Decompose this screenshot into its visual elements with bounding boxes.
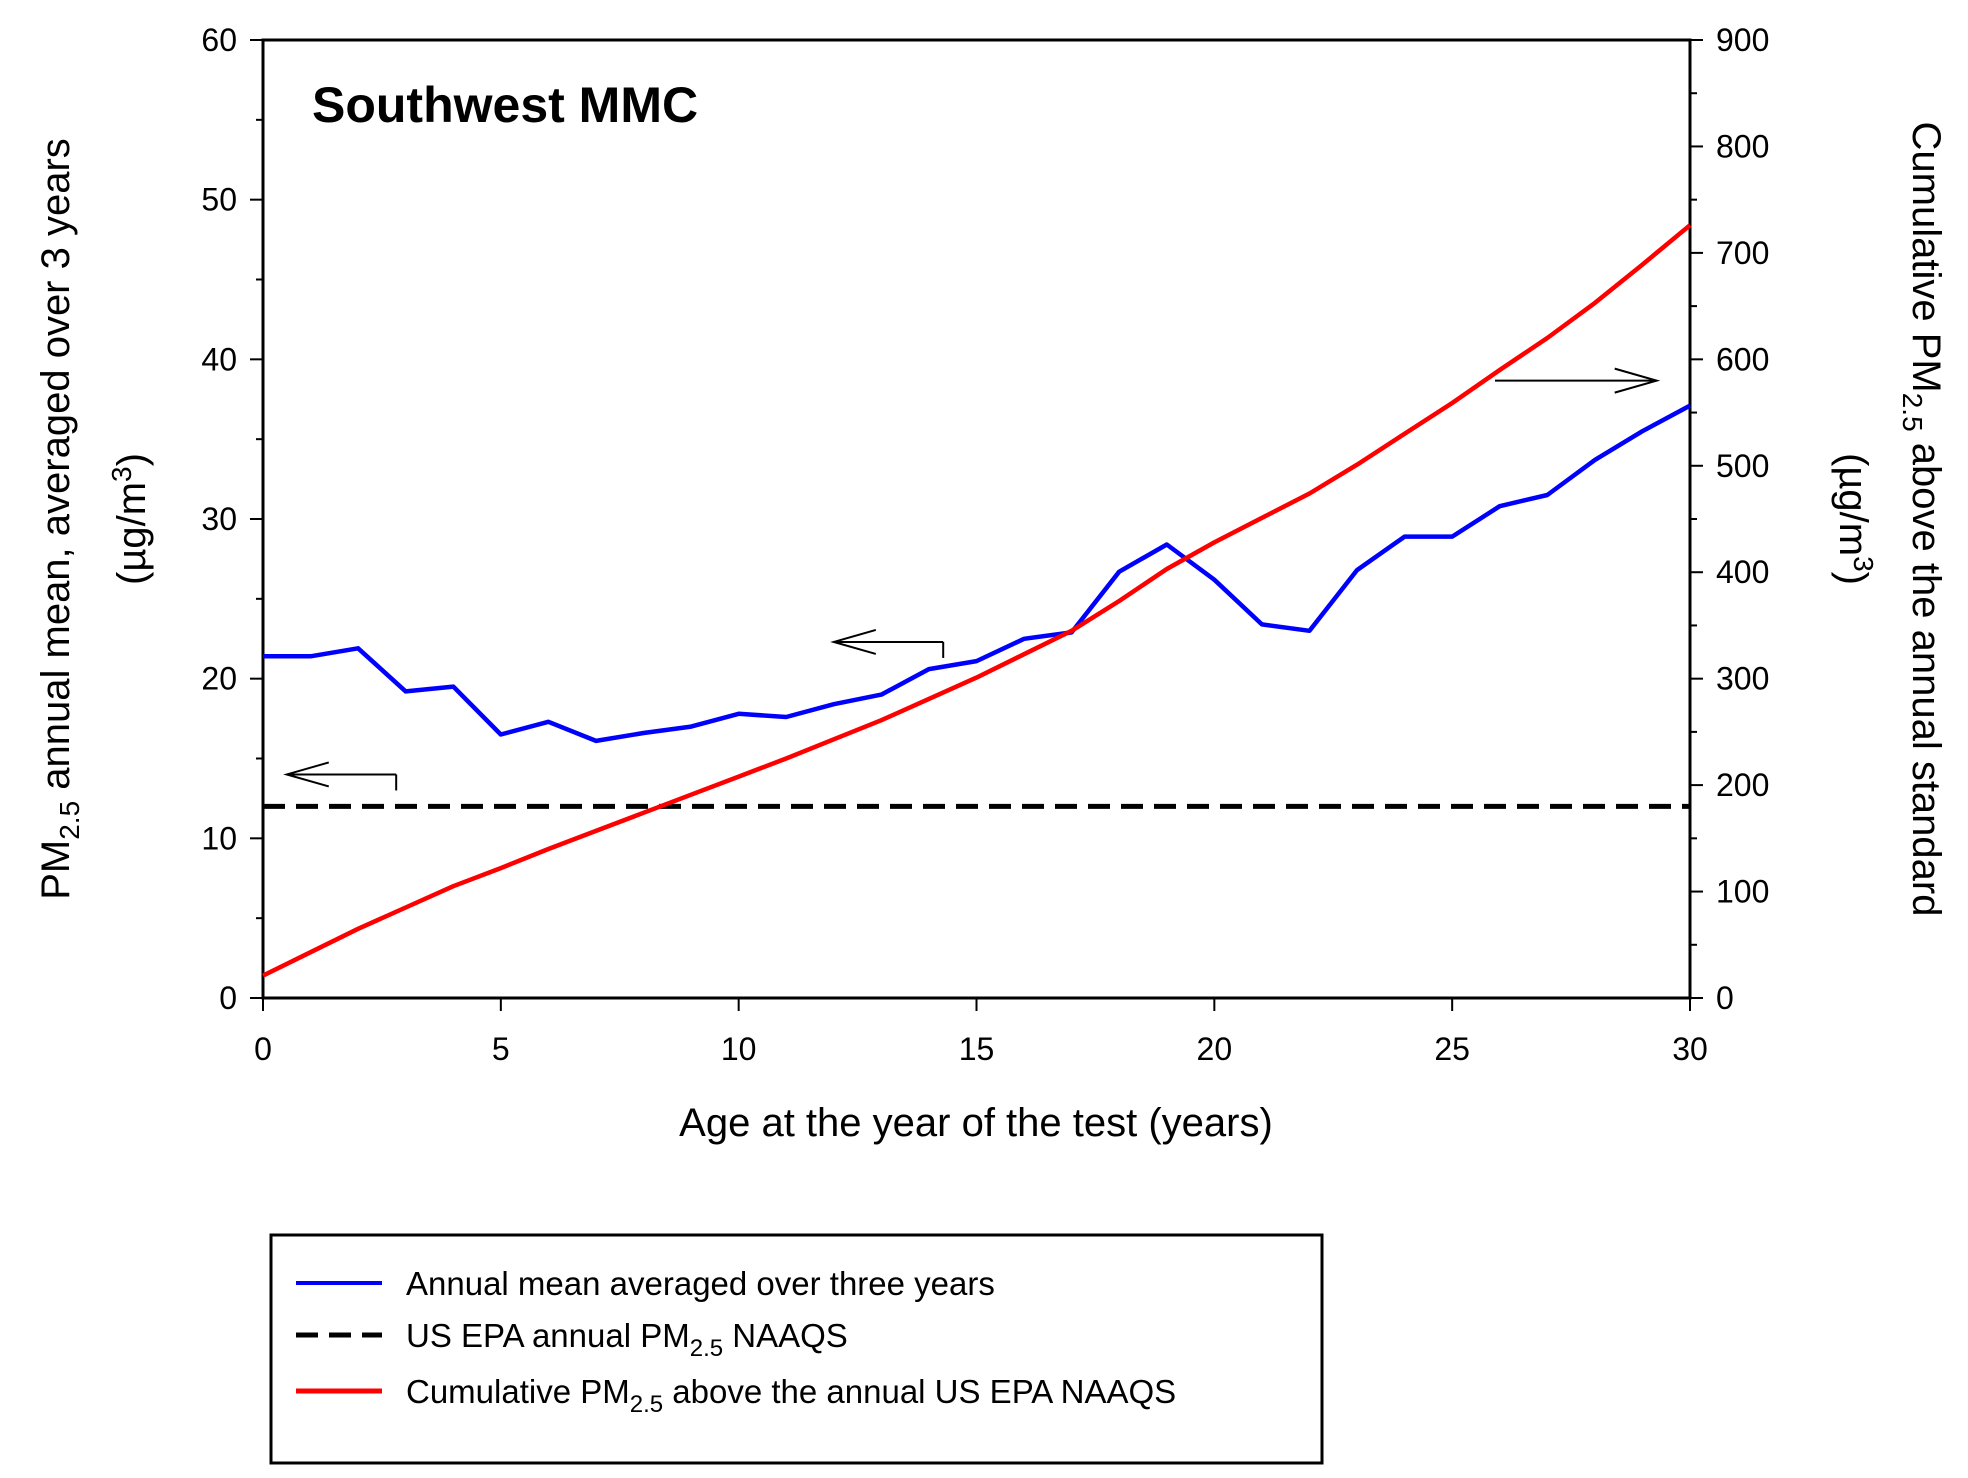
y2-tick-label: 800 (1716, 128, 1769, 164)
y-tick-label: 30 (201, 501, 237, 537)
annotation-arrow (1494, 367, 1661, 394)
x-tick-label: 25 (1434, 1031, 1470, 1067)
y-axis-units-pre: (µg/m (110, 482, 154, 585)
y-tick-label: 0 (219, 980, 237, 1016)
legend: Annual mean averaged over three years US… (269, 1233, 1324, 1465)
chart-title: Southwest MMC (312, 77, 698, 133)
legend-label-annual-mean: Annual mean averaged over three years (406, 1265, 995, 1302)
x-tick-label: 5 (492, 1031, 510, 1067)
y2-tick-label: 900 (1716, 22, 1769, 58)
y-tick-label: 40 (201, 341, 237, 377)
y-tick-label: 60 (201, 22, 237, 58)
series-lines (262, 223, 1692, 978)
y2-axis-title-pre: Cumulative PM (1904, 122, 1948, 393)
y-axis-units-sup: 3 (106, 466, 137, 482)
y-axis-title-post: annual mean, averaged over 3 years (34, 138, 78, 801)
tick-labels: 0 5 10 15 20 25 300102030405060010020030040050… (201, 22, 1769, 1067)
x-tick-label: 10 (721, 1031, 757, 1067)
y-tick-label: 10 (201, 820, 237, 856)
axis-ticks (250, 39, 1703, 1011)
y2-tick-label: 600 (1716, 341, 1769, 377)
legend-label-naaqs: US EPA annual PM2.5 NAAQS (406, 1317, 848, 1362)
x-tick-label: 30 (1672, 1031, 1708, 1067)
series-line-annual-mean (263, 403, 1692, 744)
y2-tick-label: 300 (1716, 661, 1769, 697)
y-tick-label: 50 (201, 182, 237, 218)
y2-tick-label: 200 (1716, 767, 1769, 803)
y-axis-units-post: ) (110, 453, 154, 466)
y2-tick-label: 0 (1716, 980, 1734, 1016)
x-axis-title: Age at the year of the test (years) (679, 1101, 1273, 1145)
x-tick-label: 15 (959, 1031, 995, 1067)
y2-tick-label: 700 (1716, 235, 1769, 271)
y2-tick-label: 500 (1716, 448, 1769, 484)
y2-axis-title-sub: 2.5 (1897, 393, 1928, 432)
legend-frame (269, 1233, 1324, 1465)
arrow-head (830, 628, 877, 655)
arrow-head (283, 761, 330, 788)
y2-axis-title-post: above the annual standard (1904, 432, 1948, 917)
y-tick-label: 20 (201, 661, 237, 697)
series-line-cumulative (262, 223, 1692, 978)
y2-tick-label: 400 (1716, 554, 1769, 590)
legend-label-cumulative: Cumulative PM2.5 above the annual US EPA… (406, 1373, 1176, 1418)
y-axis-title-sub: 2.5 (54, 801, 85, 840)
arrow-head (1614, 367, 1661, 394)
y2-axis-units-sup: 3 (1848, 556, 1879, 572)
y2-axis-title-line2: (µg/m3) (1831, 453, 1879, 585)
x-tick-label: 0 (254, 1031, 272, 1067)
annotation-arrow (283, 761, 398, 791)
y-axis-title-line2: (µg/m3) (106, 453, 154, 585)
annotation-arrow (830, 628, 945, 658)
y2-axis-units-post: ) (1831, 572, 1875, 585)
y-axis-title-line1: PM2.5 annual mean, averaged over 3 years (34, 138, 85, 900)
y-axis-title-pre: PM (34, 840, 78, 900)
annotation-arrows (283, 367, 1661, 791)
x-tick-label: 20 (1197, 1031, 1233, 1067)
y2-axis-title-line1: Cumulative PM2.5 above the annual standa… (1897, 122, 1948, 917)
y2-axis-units-pre: (µg/m (1831, 453, 1875, 556)
y2-tick-label: 100 (1716, 874, 1769, 910)
